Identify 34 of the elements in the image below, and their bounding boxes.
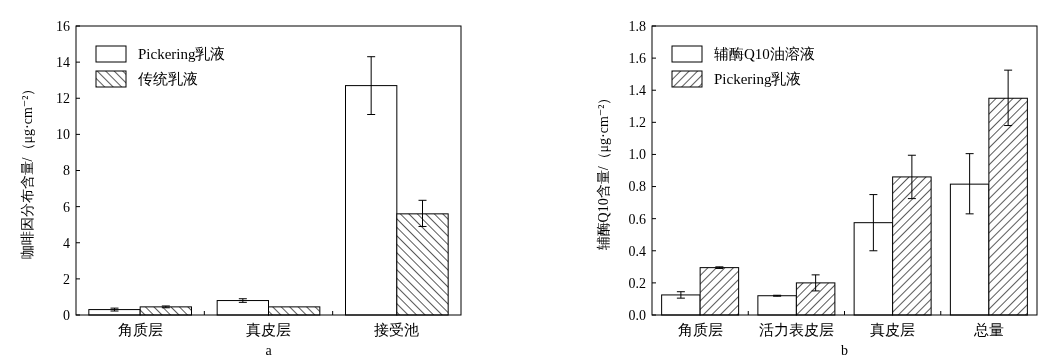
- y-tick-label: 1.0: [628, 147, 646, 163]
- x-axis-title: a: [265, 343, 273, 358]
- y-tick-label: 0: [63, 307, 70, 323]
- y-tick-label: 1.6: [628, 51, 646, 67]
- y-tick-label: 12: [56, 91, 70, 107]
- x-tick-label: 总量: [972, 322, 1004, 338]
- y-tick-label: 10: [56, 127, 70, 143]
- legend-label: 传统乳液: [138, 71, 198, 88]
- y-tick-label: 8: [63, 163, 70, 179]
- legend-label: Pickering乳液: [138, 46, 226, 63]
- y-tick-label: 4: [63, 235, 70, 251]
- legend-label: 辅酶Q10油溶液: [714, 46, 815, 63]
- y-tick-label: 0.8: [628, 179, 646, 195]
- y-tick-label: 0.4: [628, 243, 646, 259]
- y-tick-label: 0.2: [628, 275, 646, 291]
- x-tick-label: 角质层: [677, 322, 723, 338]
- y-tick-label: 2: [63, 271, 70, 287]
- y-tick-label: 6: [63, 199, 70, 215]
- y-axis-title: 辅酶Q10含量/（μg·cm⁻²）: [596, 90, 611, 251]
- x-tick-label: 角质层: [117, 322, 163, 338]
- x-tick-label: 接受池: [374, 322, 420, 338]
- legend-label: Pickering乳液: [714, 71, 802, 88]
- y-tick-label: 0.6: [628, 211, 646, 227]
- x-tick-label: 活力表皮层: [758, 322, 834, 338]
- y-tick-label: 14: [56, 55, 70, 71]
- y-tick-label: 0.0: [628, 307, 646, 323]
- y-axis-title: 咖啡因分布含量/（μg·cm⁻²）: [20, 81, 35, 260]
- y-tick-label: 16: [56, 18, 70, 34]
- y-tick-label: 1.8: [628, 18, 646, 34]
- y-tick-label: 1.4: [628, 83, 646, 99]
- x-axis-title: b: [841, 343, 848, 358]
- x-tick-label: 真皮层: [870, 322, 916, 338]
- x-tick-label: 真皮层: [246, 322, 291, 338]
- y-tick-label: 1.2: [628, 115, 646, 131]
